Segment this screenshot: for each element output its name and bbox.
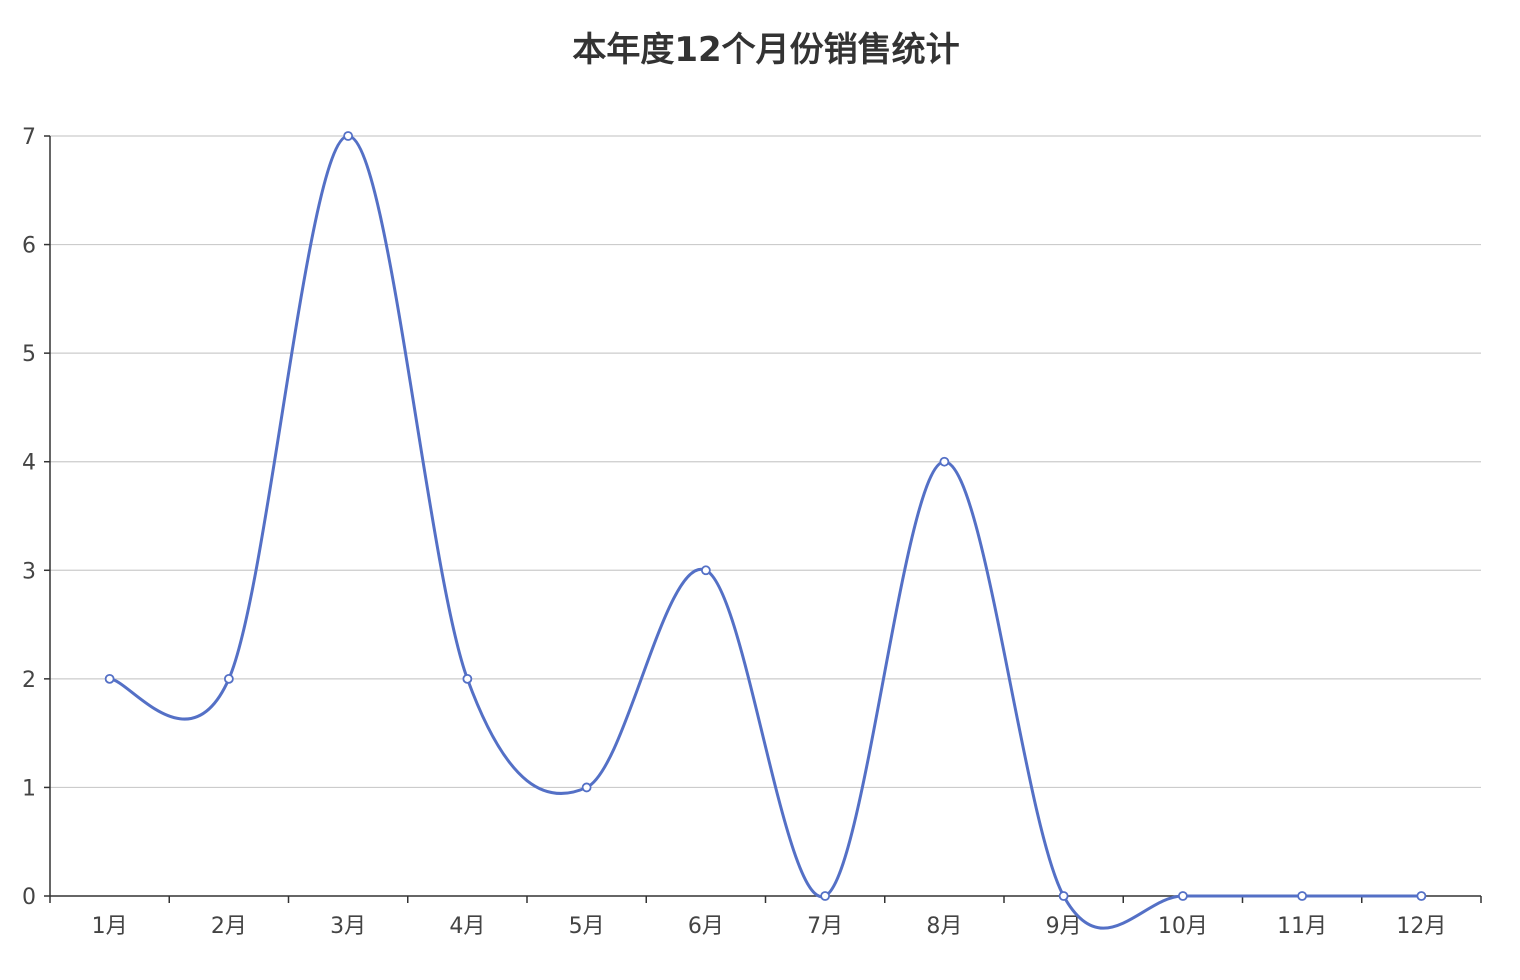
series-line: [109, 134, 1422, 930]
data-point-10月[interactable]: [1177, 891, 1188, 901]
data-point-7月[interactable]: [820, 891, 831, 901]
x-tick-label: 12月: [1396, 914, 1446, 939]
x-tick-label: 4月: [449, 914, 485, 939]
x-tick-label: 8月: [926, 914, 962, 939]
x-tick-label: 9月: [1046, 914, 1082, 939]
y-tick-label: 0: [22, 885, 36, 910]
data-points: [104, 131, 1427, 901]
data-point-5月[interactable]: [581, 782, 592, 793]
data-point-1月[interactable]: [104, 673, 115, 684]
x-tick-label: 3月: [330, 914, 366, 939]
data-point-4月[interactable]: [462, 673, 473, 684]
series-layer: [109, 134, 1422, 930]
axes: 0 1 2 3 4 5 6 7 1月 2月 3月 4月 5月 6月 7月 8月 9月 10月 11月 12月: [22, 125, 1482, 939]
data-point-6月[interactable]: [700, 565, 711, 576]
y-tick-label: 6: [22, 234, 36, 259]
y-tick-label: 3: [22, 559, 36, 584]
y-tick-label: 4: [22, 451, 36, 476]
data-point-8月[interactable]: [939, 456, 950, 467]
data-point-9月[interactable]: [1058, 891, 1069, 901]
x-tick-label: 2月: [211, 914, 247, 939]
x-tick-label: 1月: [92, 914, 128, 939]
x-tick-label: 10月: [1158, 914, 1208, 939]
y-tick-label: 5: [22, 342, 36, 367]
x-tick-label: 5月: [569, 914, 605, 939]
x-tick-label: 11月: [1277, 914, 1327, 939]
x-tick-label: 6月: [688, 914, 724, 939]
y-tick-label: 1: [22, 776, 36, 801]
y-tick-label: 2: [22, 668, 36, 693]
grid-lines: [50, 135, 1481, 789]
data-point-2月[interactable]: [223, 673, 234, 684]
data-point-11月[interactable]: [1297, 891, 1308, 901]
x-tick-label: 7月: [807, 914, 843, 939]
data-point-12月[interactable]: [1416, 891, 1427, 901]
chart-title: 本年度12个月份销售统计: [572, 30, 960, 70]
data-point-3月[interactable]: [343, 131, 354, 141]
y-tick-label: 7: [22, 125, 36, 150]
